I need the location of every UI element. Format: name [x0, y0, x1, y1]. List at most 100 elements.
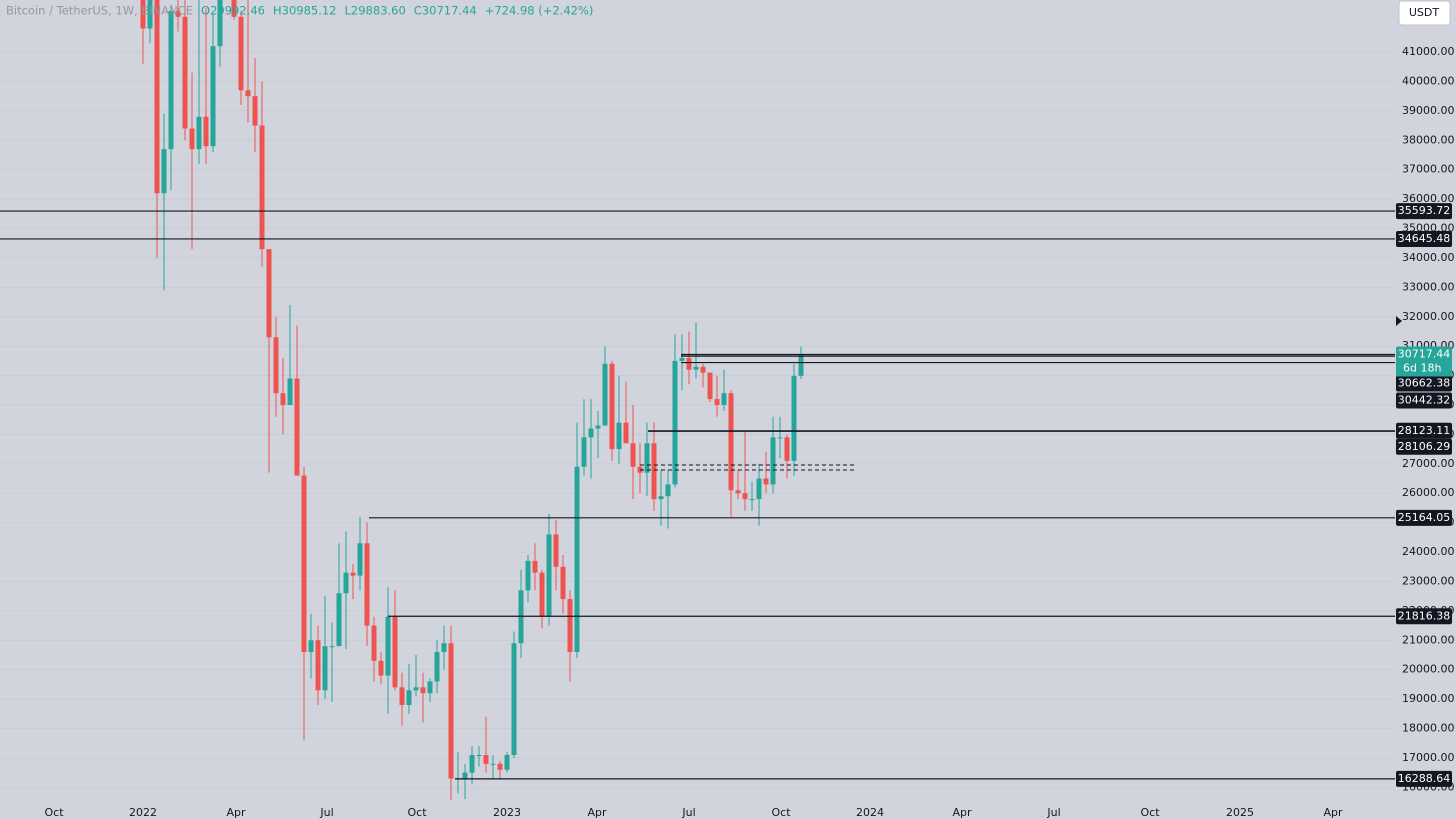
- candle-body: [581, 437, 587, 467]
- time-axis: Oct 2022 Apr Jul Oct 2023 Apr Jul Oct 2024 Apr Jul O…: [44, 806, 1343, 819]
- currency-button[interactable]: [1398, 0, 1451, 26]
- candle-body: [616, 422, 622, 450]
- ohlc-value: L29883.60: [345, 4, 406, 18]
- x-tick-label: Oct: [44, 806, 64, 819]
- candle-body: [161, 149, 167, 194]
- candle-body: [427, 681, 433, 694]
- y-tick-label: 38000.00: [1402, 133, 1455, 146]
- candle-body: [168, 10, 174, 150]
- candle-body: [322, 646, 328, 691]
- candle-body: [693, 366, 699, 370]
- candle-body: [336, 593, 342, 647]
- candle-body: [462, 772, 468, 779]
- level-label: 30442.32: [1398, 393, 1451, 406]
- level-label-box: [1396, 392, 1452, 409]
- symbol: Bitcoin / TetherUS, 1W, BINANCE: [6, 4, 193, 18]
- candle-body: [315, 640, 321, 691]
- candle-body: [560, 566, 566, 600]
- level-label-box: [1396, 230, 1452, 247]
- candle-body: [140, 0, 146, 29]
- candle-body: [644, 443, 650, 473]
- legend: Bitcoin / TetherUS, 1W, BINANCE O29992.46…: [6, 4, 593, 18]
- x-tick-label: Apr: [1323, 806, 1343, 819]
- y-tick-label: 40000.00: [1402, 74, 1455, 87]
- candle-body: [609, 363, 615, 450]
- level-label: 21816.38: [1398, 609, 1451, 622]
- x-tick-label: Oct: [407, 806, 427, 819]
- candle-body: [476, 755, 482, 756]
- candle-body: [791, 375, 797, 461]
- y-tick-label: 23000.00: [1402, 574, 1455, 587]
- candle-body: [686, 357, 692, 370]
- level-label-box: [1396, 608, 1452, 625]
- candle-body: [399, 687, 405, 705]
- x-tick-label: 2023: [493, 806, 521, 819]
- candle-body: [231, 0, 237, 17]
- y-tick-label: 34000.00: [1402, 251, 1455, 264]
- candle-body: [245, 90, 251, 97]
- candle-body: [728, 393, 734, 491]
- x-tick-label: 2025: [1226, 806, 1254, 819]
- candle-body: [238, 16, 244, 91]
- candle-body: [280, 393, 286, 405]
- candle-body: [364, 543, 370, 626]
- ohlc-value: +724.98 (+2.42%): [485, 4, 594, 18]
- candle-body: [147, 0, 153, 29]
- candle-body: [651, 443, 657, 500]
- x-tick-label: Apr: [587, 806, 607, 819]
- price-axis: 16000.0017000.0018000.0019000.0020000.00…: [1396, 45, 1455, 793]
- x-tick-label: Apr: [952, 806, 972, 819]
- candle-body: [658, 496, 664, 500]
- last-price-label: 30717.44: [1398, 347, 1451, 360]
- candle-body: [154, 0, 160, 194]
- candle-body: [371, 625, 377, 661]
- candle-body: [497, 763, 503, 770]
- currency-button-label[interactable]: USDT: [1409, 6, 1440, 19]
- candle-body: [553, 534, 559, 567]
- candle-body: [546, 534, 552, 617]
- y-tick-label: 37000.00: [1402, 163, 1455, 176]
- candle-body: [441, 643, 447, 653]
- candle-body: [175, 10, 181, 17]
- x-tick-label: Oct: [771, 806, 791, 819]
- candle-body: [588, 428, 594, 438]
- scroll-arrow[interactable]: [1396, 316, 1402, 326]
- level-label: 28106.29: [1398, 440, 1451, 453]
- candle-body: [259, 125, 265, 250]
- candle-body: [770, 437, 776, 485]
- candle-body: [385, 616, 391, 676]
- x-tick-label: Jul: [1046, 806, 1060, 819]
- last-price-box: [1396, 346, 1452, 377]
- candle-body: [469, 755, 475, 773]
- candle-body: [210, 46, 216, 147]
- y-tick-label: 33000.00: [1402, 280, 1455, 293]
- y-tick-label: 32000.00: [1402, 310, 1455, 323]
- y-tick-label: 21000.00: [1402, 633, 1455, 646]
- candle-body: [532, 560, 538, 573]
- y-tick-label: 26000.00: [1402, 486, 1455, 499]
- level-label: 30662.38: [1398, 376, 1451, 389]
- level-label: 34645.48: [1398, 232, 1451, 245]
- candle-body: [511, 643, 517, 755]
- candle-body: [406, 690, 412, 705]
- candle-body: [287, 378, 293, 405]
- candle-body: [749, 499, 755, 501]
- candle-body: [672, 360, 678, 485]
- y-tick-label: 17000.00: [1402, 751, 1455, 764]
- candle-body: [756, 478, 762, 500]
- candle-body: [189, 128, 195, 150]
- x-tick-label: 2022: [129, 806, 157, 819]
- candle-body: [392, 616, 398, 688]
- x-tick-label: 2024: [856, 806, 884, 819]
- candle-body: [742, 493, 748, 500]
- candle-body: [504, 755, 510, 770]
- candle-body: [784, 437, 790, 461]
- level-label-box: [1396, 509, 1452, 526]
- countdown: 6d 18h: [1403, 361, 1441, 374]
- candle-body: [679, 357, 685, 361]
- candle-body: [329, 646, 335, 648]
- candle-body: [217, 0, 223, 47]
